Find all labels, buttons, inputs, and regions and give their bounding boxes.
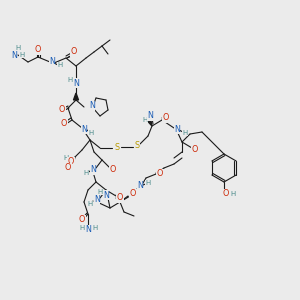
Text: O: O (223, 190, 229, 199)
Text: H: H (80, 225, 85, 231)
Text: O: O (79, 215, 85, 224)
Text: O: O (35, 46, 41, 55)
Text: O: O (59, 106, 65, 115)
Text: H: H (63, 155, 69, 161)
Text: O: O (61, 119, 67, 128)
Text: H: H (230, 191, 236, 197)
Polygon shape (146, 117, 152, 126)
Text: H: H (20, 52, 25, 58)
Text: N: N (137, 182, 143, 190)
Text: H: H (57, 62, 63, 68)
Text: S: S (114, 142, 120, 152)
Text: S: S (134, 140, 140, 149)
Text: O: O (117, 194, 123, 202)
Text: H: H (182, 130, 188, 136)
Text: O: O (71, 47, 77, 56)
Text: H: H (15, 45, 21, 51)
Text: N: N (81, 124, 87, 134)
Text: H: H (88, 130, 94, 136)
Text: O: O (157, 169, 163, 178)
Text: O: O (65, 164, 71, 172)
Text: N: N (73, 79, 79, 88)
Text: N: N (174, 124, 180, 134)
Text: N: N (90, 166, 96, 175)
Text: N: N (147, 112, 153, 121)
Text: N: N (85, 226, 91, 235)
Text: N: N (103, 190, 109, 200)
Text: N: N (89, 101, 95, 110)
Text: H: H (83, 170, 88, 176)
Text: O: O (110, 166, 116, 175)
Text: N: N (94, 196, 100, 205)
Text: O: O (68, 158, 74, 166)
Text: O: O (130, 190, 136, 199)
Text: H: H (87, 201, 93, 207)
Text: H: H (68, 77, 73, 83)
Polygon shape (74, 93, 79, 100)
Text: N: N (49, 58, 55, 67)
Text: N: N (11, 50, 17, 59)
Text: H: H (92, 225, 98, 231)
Text: H: H (98, 189, 103, 195)
Text: H: H (146, 180, 151, 186)
Text: O: O (192, 146, 198, 154)
Text: O: O (163, 113, 169, 122)
Text: H: H (142, 117, 148, 123)
